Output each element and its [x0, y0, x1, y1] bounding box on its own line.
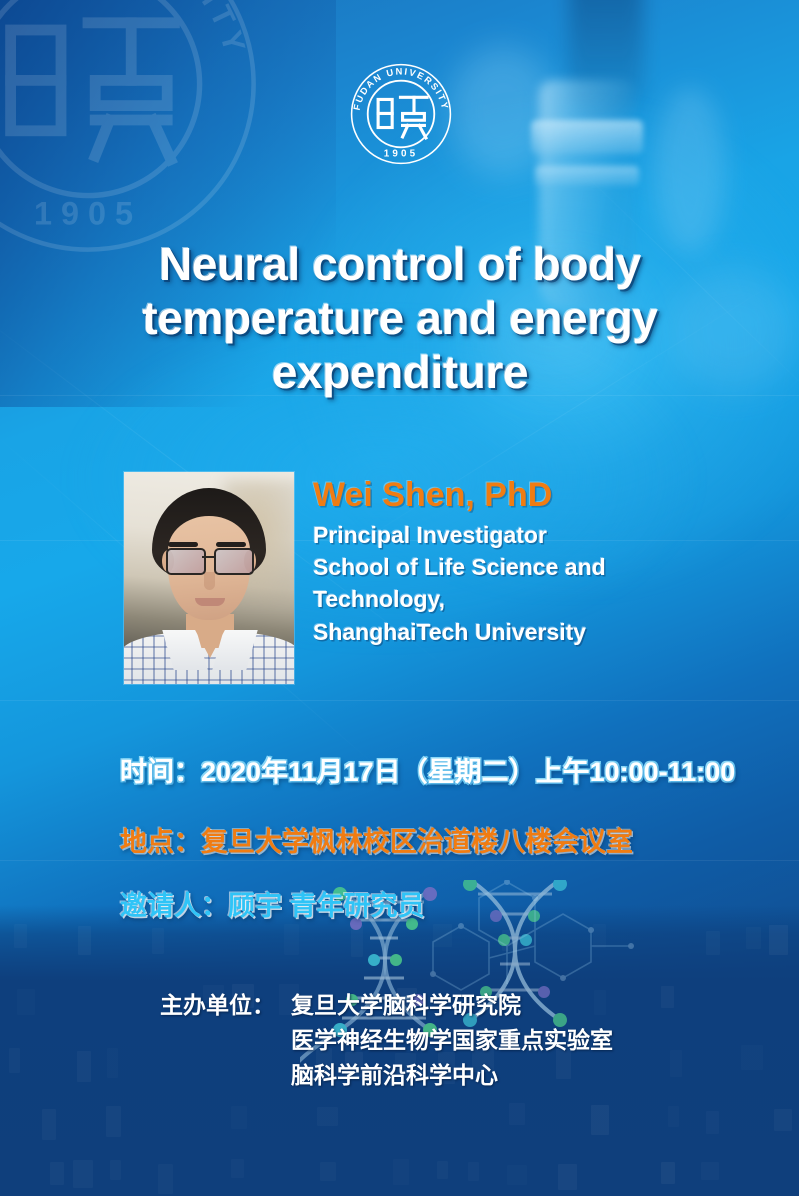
speaker-affiliation-line: ShanghaiTech University	[313, 618, 587, 645]
logo-arc-text: FUDAN UNIVERSITY	[352, 66, 450, 111]
organizer-line: 复旦大学脑科学研究院	[291, 992, 521, 1018]
svg-text:1905: 1905	[34, 195, 142, 231]
microscope-background-image	[419, 0, 799, 400]
speaker-name: Wei Shen, PhD	[313, 476, 553, 514]
organizers: 主办单位： 复旦大学脑科学研究院 医学神经生物学国家重点实验室 脑科学前沿科学中…	[160, 988, 613, 1093]
organizer-line: 医学神经生物学国家重点实验室	[291, 1026, 613, 1053]
event-inviter: 邀请人：顾宇 青年研究员	[120, 891, 425, 921]
hexagon-network-graphic	[419, 879, 679, 1050]
logo-year: 1905	[384, 149, 418, 160]
fudan-university-logo: FUDAN UNIVERSITY 1905	[349, 62, 453, 166]
event-time: 时间：2020年11月17日（星期二）上午10:00-11:00	[120, 757, 736, 787]
title-line-2: temperature and energy	[142, 291, 658, 344]
event-location: 地点：复旦大学枫林校区治道楼八楼会议室	[120, 827, 633, 857]
speaker-affiliation-line: Principal Investigator	[313, 522, 547, 549]
speaker-affiliation-line: School of Life Science and	[313, 554, 606, 581]
speaker-photo	[124, 472, 294, 684]
organizers-label: 主办单位：	[160, 992, 275, 1018]
bottom-block-pattern	[0, 905, 799, 1196]
title-line-1: Neural control of body	[159, 238, 641, 290]
title-line-3: expenditure	[271, 345, 529, 398]
organizer-line: 脑科学前沿科学中心	[291, 1061, 498, 1088]
bottom-dark-band	[0, 905, 799, 1196]
fudan-seal-watermark: FUDAN UNIVERSITY 1905	[0, 0, 268, 264]
organizers-list: 复旦大学脑科学研究院 医学神经生物学国家重点实验室 脑科学前沿科学中心	[291, 988, 613, 1093]
speaker-affiliation-line: Technology,	[313, 586, 446, 613]
speaker-info: Wei Shen, PhD Principal Investigator Sch…	[313, 476, 733, 648]
page-title: Neural control of body temperature and e…	[60, 238, 740, 399]
